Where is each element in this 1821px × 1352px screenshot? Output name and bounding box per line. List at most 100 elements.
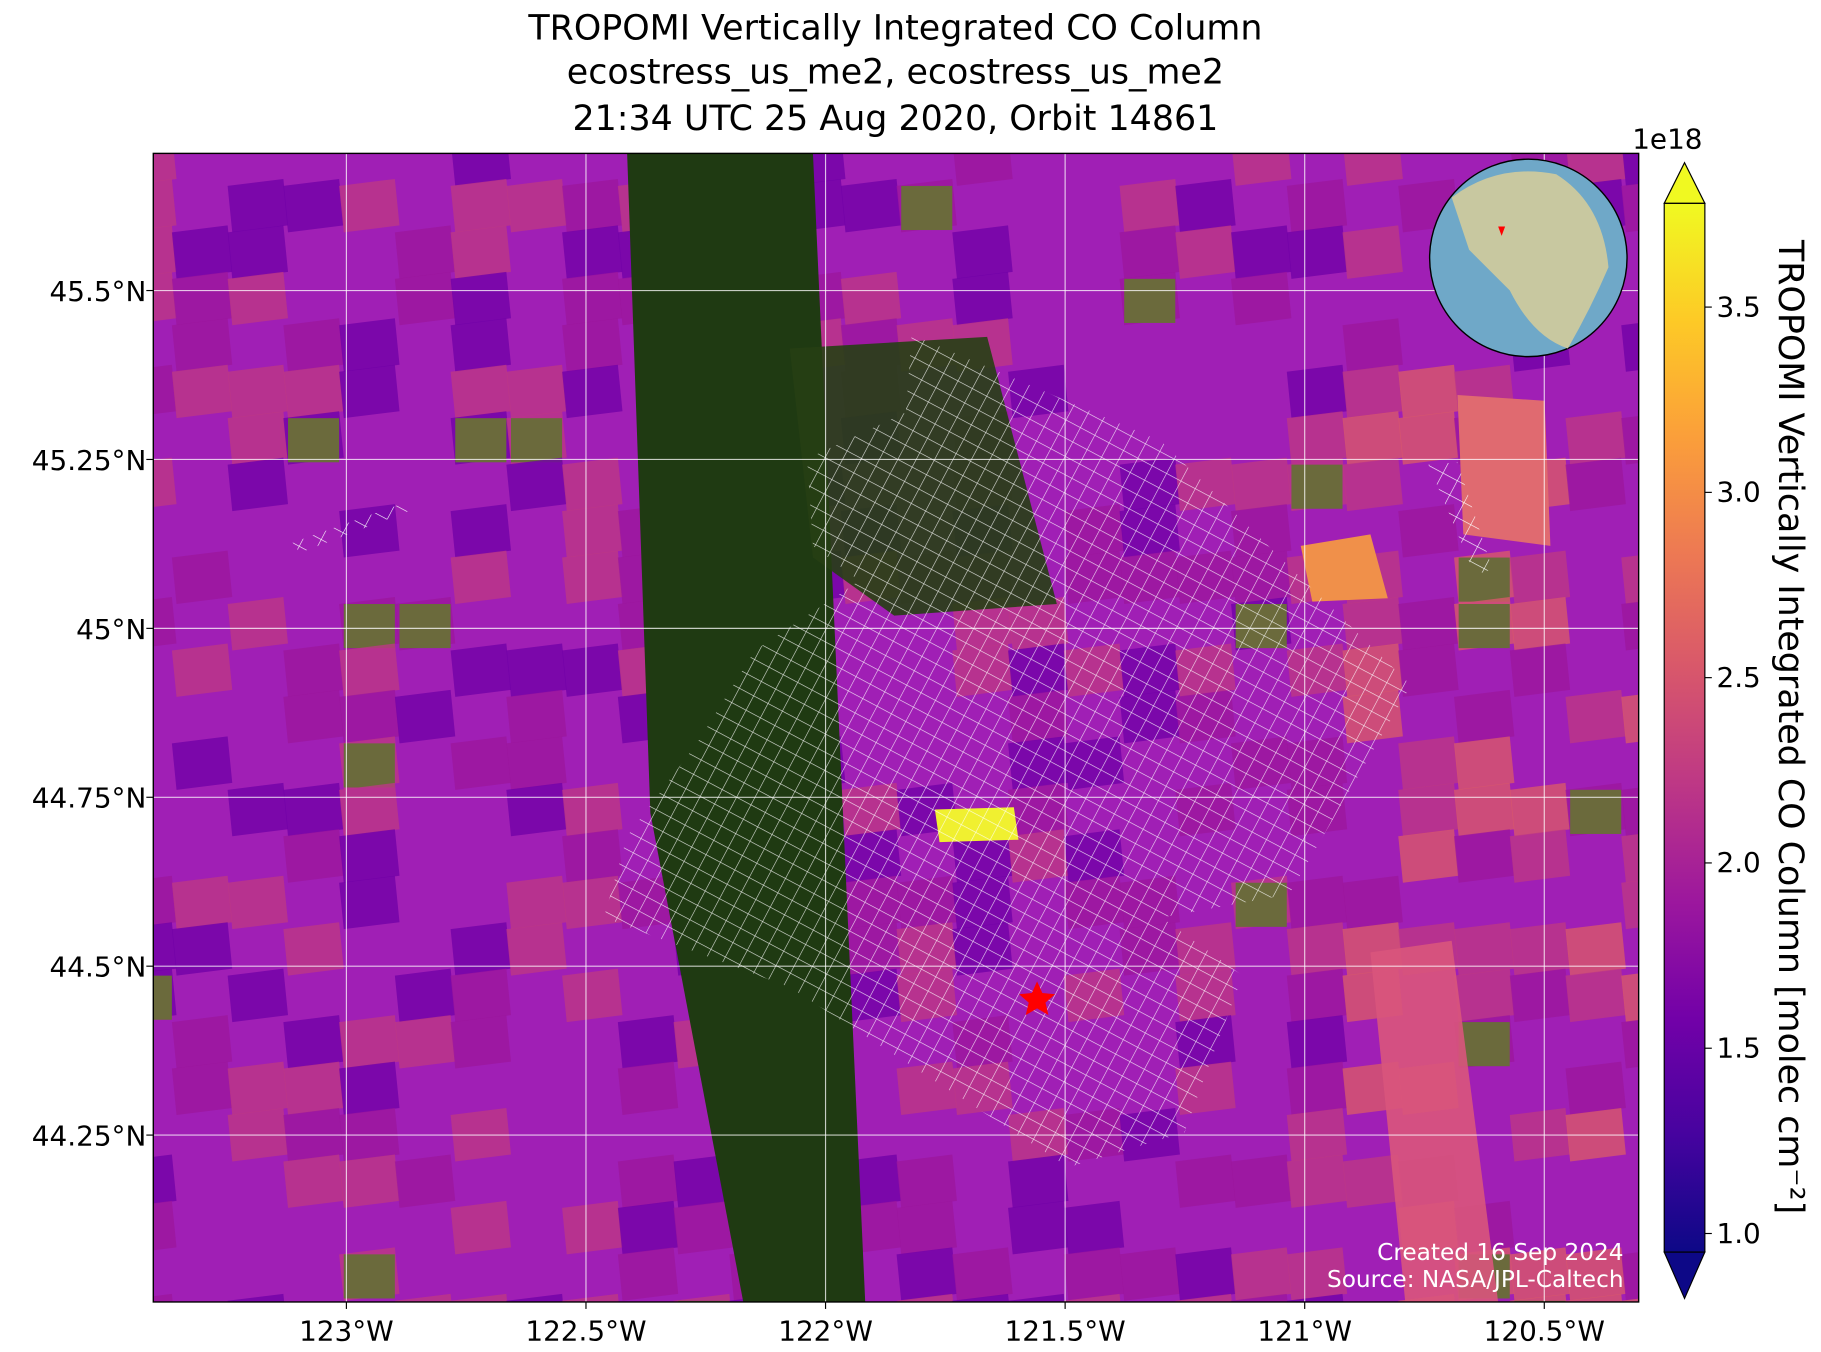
pixel <box>562 1200 623 1255</box>
pixel <box>562 782 623 837</box>
pixel <box>562 318 623 372</box>
x-tick-label: 121.5°W <box>1005 1314 1126 1347</box>
high-pixel <box>1457 394 1551 546</box>
y-tick-label: 44.5°N <box>50 951 147 984</box>
pixel <box>1342 411 1403 465</box>
colorbar-tick-label: 1.5 <box>1716 1032 1760 1065</box>
pixel <box>1342 364 1403 419</box>
pixel <box>394 225 456 279</box>
pixel <box>283 829 344 883</box>
pixel <box>1398 411 1459 465</box>
pixel <box>450 736 511 790</box>
pixel <box>450 271 511 326</box>
pixel <box>1509 1247 1571 1301</box>
pixel <box>283 364 344 419</box>
pixel <box>283 1061 344 1115</box>
pixel <box>339 1061 400 1115</box>
title-line: ecostress_us_me2, ecostress_us_me2 <box>567 53 1224 93</box>
colorbar-body <box>1664 203 1705 1253</box>
pixel <box>1342 318 1403 372</box>
land-pixel <box>399 603 451 649</box>
pixel <box>1565 689 1626 744</box>
pixel <box>1286 1247 1348 1301</box>
pixel <box>562 364 623 419</box>
pixel <box>1509 829 1571 883</box>
pixel <box>506 689 567 744</box>
pixel <box>1621 694 1639 744</box>
pixel <box>562 643 623 697</box>
land-pixel <box>1570 789 1622 834</box>
pixel <box>1342 225 1403 279</box>
pixel <box>1454 782 1515 837</box>
pixel <box>1398 736 1459 790</box>
colorbar-label: TROPOMI Vertically Integrated CO Column … <box>1770 239 1810 1214</box>
pixel <box>1175 1247 1236 1301</box>
pixel <box>1286 922 1348 976</box>
pixel <box>339 689 400 744</box>
colorbar-tick-label: 1.0 <box>1716 1217 1760 1250</box>
grid <box>153 153 1639 1302</box>
pixel <box>153 597 177 647</box>
pixel <box>1621 555 1639 604</box>
pixel <box>952 1293 1009 1302</box>
pixel <box>1231 457 1292 512</box>
pixel <box>1398 829 1459 883</box>
pixel <box>562 178 623 233</box>
pixel <box>171 736 233 790</box>
pixel <box>450 550 511 604</box>
pixel <box>1621 183 1639 233</box>
pixel <box>171 1061 233 1115</box>
pixel <box>339 178 400 233</box>
y-tick-label: 45.25°N <box>32 444 147 477</box>
pixel <box>1343 153 1403 186</box>
pixel <box>1232 153 1292 186</box>
pixel <box>283 922 344 976</box>
pixel <box>153 271 177 322</box>
globe-inset <box>1428 158 1628 358</box>
pixel <box>1621 416 1639 465</box>
pixel <box>1509 1293 1567 1302</box>
pixel <box>450 504 511 558</box>
pixel <box>171 225 233 279</box>
pixel <box>1119 1247 1180 1301</box>
pixel <box>171 318 233 372</box>
pixel <box>450 1293 508 1302</box>
colorbar-tick-label: 3.0 <box>1716 476 1760 509</box>
pixel <box>1622 153 1639 186</box>
pixel <box>153 153 177 182</box>
pixel <box>617 1061 679 1115</box>
pixel <box>562 550 623 604</box>
pixel <box>339 875 400 930</box>
pixel <box>1231 1247 1292 1301</box>
pixel <box>1621 1019 1639 1069</box>
pixel <box>171 271 233 326</box>
pixel <box>896 1293 954 1302</box>
pixel <box>1231 225 1292 279</box>
ecostress-swath <box>1428 462 1493 575</box>
pixel <box>1398 597 1459 651</box>
pixel <box>1008 1293 1065 1302</box>
pixel <box>1175 1154 1236 1208</box>
pixel <box>450 1015 511 1069</box>
pixel <box>1286 178 1348 233</box>
pixel <box>227 968 289 1023</box>
pixel <box>1342 457 1403 512</box>
pixel <box>562 1293 619 1302</box>
pixel <box>1342 875 1403 930</box>
pixel <box>1565 411 1626 465</box>
pixel <box>617 1154 679 1208</box>
pixel <box>394 1154 456 1208</box>
title-line: 21:34 UTC 25 Aug 2020, Orbit 14861 <box>572 99 1218 139</box>
y-tick-label: 45.5°N <box>50 275 147 308</box>
pixel <box>1342 1154 1403 1208</box>
pixel <box>1621 880 1639 930</box>
pixel <box>283 643 344 697</box>
pixel <box>1565 457 1626 512</box>
pixel <box>227 225 289 279</box>
pixel <box>153 1293 173 1302</box>
pixel <box>617 1015 679 1069</box>
pixel <box>1621 1252 1639 1301</box>
pixel <box>1231 1154 1292 1208</box>
pixel <box>562 225 623 279</box>
